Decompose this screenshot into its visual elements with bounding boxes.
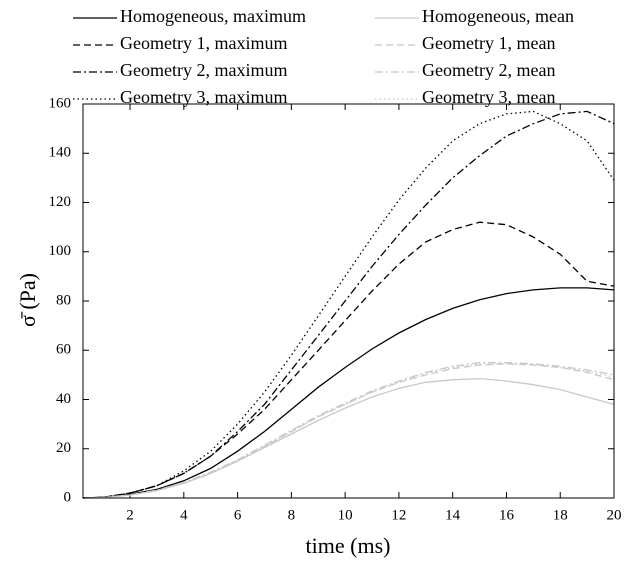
x-tick-label: 14 (445, 507, 461, 523)
plot-frame (82, 103, 615, 499)
legend-label: Geometry 1, maximum (120, 33, 287, 53)
series-line (82, 363, 615, 499)
x-tick-label: 12 (391, 507, 406, 523)
y-axis-label: σ̄ (Pa) (15, 273, 40, 327)
y-tick-label: 120 (49, 194, 72, 210)
legend-label: Geometry 1, mean (422, 33, 555, 53)
series-line (82, 287, 615, 499)
series-line (82, 110, 615, 499)
y-tick-label: 20 (56, 440, 71, 456)
legend-label: Geometry 2, mean (422, 60, 555, 80)
x-tick-label: 2 (126, 507, 134, 523)
y-tick-label: 80 (56, 292, 71, 308)
y-tick-label: 160 (49, 95, 72, 111)
x-tick-label: 20 (607, 507, 622, 523)
legend-label: Geometry 3, maximum (120, 87, 287, 107)
legend-label: Geometry 2, maximum (120, 60, 287, 80)
y-tick-label: 140 (49, 145, 72, 161)
series-line (82, 361, 615, 499)
x-tick-label: 8 (288, 507, 296, 523)
legend-label: Homogeneous, mean (422, 6, 574, 26)
y-tick-label: 60 (56, 342, 71, 358)
legend-label: Homogeneous, maximum (120, 6, 306, 26)
x-tick-label: 4 (180, 507, 188, 523)
x-axis-label: time (ms) (306, 533, 391, 558)
x-tick-label: 18 (553, 507, 568, 523)
x-tick-label: 16 (499, 507, 515, 523)
series-line (82, 221, 615, 499)
series-line (82, 377, 615, 499)
series-line (82, 363, 615, 499)
legend-label: Geometry 3, mean (422, 87, 555, 107)
x-tick-label: 10 (338, 507, 353, 523)
series-line (82, 110, 615, 499)
x-tick-label: 6 (234, 507, 242, 523)
y-tick-label: 40 (56, 391, 71, 407)
y-tick-label: 0 (64, 489, 72, 505)
y-tick-label: 100 (49, 243, 72, 259)
